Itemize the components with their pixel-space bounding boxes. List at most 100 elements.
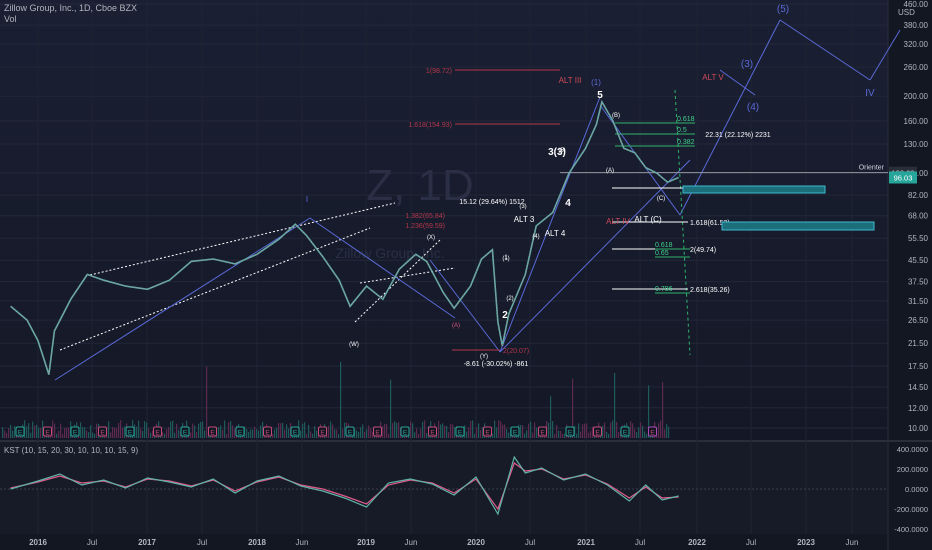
wave-label: (4) [532,234,539,240]
volume-bar [618,431,620,438]
volume-bar [284,429,286,438]
earnings-marker[interactable] [428,426,437,437]
earnings-marker[interactable] [318,426,327,437]
earnings-marker-letter: E [348,430,353,437]
volume-bar [140,428,142,438]
volume-bar [398,422,400,438]
zone-box[interactable] [721,221,875,231]
earnings-marker[interactable] [15,426,25,437]
volume-bar [464,425,466,438]
volume-bar [342,429,344,438]
volume-bar [252,429,254,438]
volume-bar [388,433,390,438]
earnings-marker-letter: E [485,430,490,437]
volume-bar [96,423,98,438]
earnings-marker[interactable] [98,426,107,437]
earnings-marker-letter: E [45,430,50,437]
y-tick-label: 260.00 [904,63,929,72]
wave-label: (4) [747,102,759,113]
wave-label: (3) [519,204,526,210]
volume-bar [332,424,334,438]
volume-bar [116,428,118,438]
x-tick-label: 2017 [138,538,156,547]
volume-bar [602,425,604,438]
wave-label: (5) [558,148,565,154]
volume-bar [424,420,426,438]
volume-bar [114,427,116,438]
trend-line[interactable] [59,227,371,351]
earnings-marker[interactable] [43,426,52,437]
wave-label: ALT V [702,73,724,82]
earnings-marker[interactable] [510,426,520,437]
volume-bar [276,427,278,438]
earnings-marker[interactable] [125,426,135,437]
trend-line[interactable] [89,202,396,276]
wave-label: ALT 4 [545,229,566,238]
wave-label: (C) [657,196,665,202]
earnings-marker[interactable] [290,426,300,437]
earnings-marker[interactable] [483,426,492,437]
volume-bar [58,430,60,438]
volume-bar [502,424,504,438]
trend-line[interactable] [869,29,901,81]
y-tick-label: 82.00 [908,191,929,200]
earnings-marker[interactable] [593,426,602,437]
trend-line[interactable] [309,217,456,319]
earnings-marker[interactable] [538,426,547,437]
volume-bar [224,420,226,438]
volume-bar [556,425,558,438]
kst-tick-label: 0.0000 [905,485,928,494]
volume-bar [190,432,192,438]
y-tick-label: 45.50 [908,256,929,265]
zone-box[interactable] [682,185,826,194]
trend-line[interactable] [499,159,691,353]
volume-bar [316,430,318,438]
earnings-marker[interactable] [208,426,217,437]
measure-label: 15.12 (29.64%) 1512 [459,199,524,206]
volume-bar [90,425,92,438]
y-tick-label: 31.50 [908,297,929,306]
volume-bar [142,430,144,438]
volume-bar [304,422,306,438]
trend-line[interactable] [54,217,311,381]
earnings-marker[interactable] [153,426,162,437]
trend-line[interactable] [429,259,501,353]
earnings-marker[interactable] [180,426,190,437]
volume-bar [82,427,84,438]
volume-bar [60,423,62,438]
volume-bar [222,429,224,438]
volume-bar [354,428,356,438]
x-tick-label: Jun [296,538,309,547]
volume-bar [226,433,228,438]
trend-line[interactable] [499,96,601,353]
earnings-marker[interactable] [263,426,272,437]
y-tick-label: 200.00 [904,92,929,101]
volume-bar [498,420,500,438]
trend-line[interactable] [679,19,781,216]
earnings-marker[interactable] [455,426,465,437]
kst-tick-label: -200.0000 [894,505,928,514]
volume-bar [446,426,448,438]
volume-bar [414,432,416,438]
earnings-marker[interactable] [565,426,575,437]
trend-line[interactable] [359,267,456,284]
x-tick-label: Jun [846,538,859,547]
volume-bar [196,432,198,438]
earnings-marker[interactable] [373,426,382,437]
trend-line[interactable] [779,19,871,81]
earnings-marker[interactable] [400,426,410,437]
earnings-marker-letter: E [183,430,188,437]
earnings-marker[interactable] [648,426,657,437]
volume-bar [360,427,362,438]
volume-bar [254,426,256,438]
volume-bar [412,423,414,438]
earnings-marker[interactable] [620,426,630,437]
earnings-marker[interactable] [345,426,355,437]
wave-label: ALT (C) [634,215,662,224]
retracement-label: 0.618 [677,116,695,123]
earnings-marker-letter: E [320,430,325,437]
earnings-marker[interactable] [70,426,80,437]
trend-line[interactable] [719,69,756,96]
earnings-marker-letter: E [265,430,270,437]
earnings-marker[interactable] [235,426,245,437]
